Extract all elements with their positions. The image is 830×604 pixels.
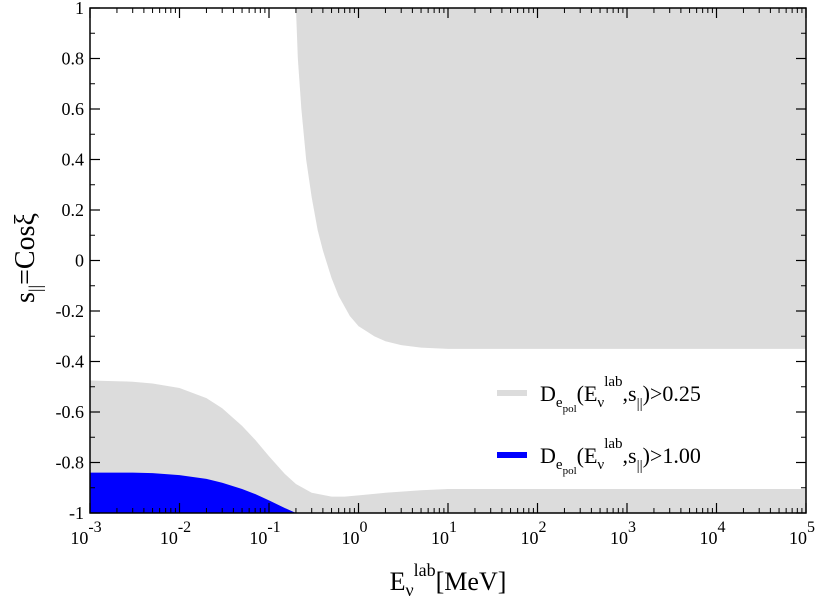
y-tick-label-6: 0.2 bbox=[62, 200, 85, 220]
x-axis-label-sup: lab bbox=[414, 560, 436, 580]
y-axis-ticks: -1 -0.8 -0.6 -0.4 -0.2 0 0.2 0.4 0.6 0.8 1 bbox=[56, 0, 806, 523]
y-tick-label-7: 0.4 bbox=[62, 150, 85, 170]
x-tick-label-4: 101 bbox=[431, 519, 457, 548]
y-axis-label: s||=Cosξ bbox=[10, 213, 45, 303]
x-tick-label-2: 10-1 bbox=[249, 519, 280, 548]
x-tick-label-1: 10-2 bbox=[160, 519, 191, 548]
x-axis-label-sub: ν bbox=[405, 580, 413, 600]
legend: Depol(Eνlab,s||)>0.25 Depol(Eνlab,s||)>1.… bbox=[497, 374, 701, 477]
x-axis-label-main: E bbox=[390, 567, 406, 596]
y-tick-label-9: 0.8 bbox=[62, 49, 85, 69]
series-0-region-upper bbox=[295, 8, 806, 349]
x-tick-label-8: 105 bbox=[789, 519, 815, 548]
y-tick-label-10: 1 bbox=[75, 0, 84, 18]
x-tick-label-6: 103 bbox=[610, 519, 636, 548]
y-axis-label-sub: || bbox=[25, 285, 45, 292]
plot-areas bbox=[90, 8, 806, 513]
legend-label-0: Depol(Eνlab,s||)>0.25 bbox=[540, 374, 701, 415]
legend-label-1: Depol(Eνlab,s||)>1.00 bbox=[540, 436, 701, 477]
y-tick-label-2: -0.6 bbox=[56, 402, 85, 422]
x-tick-label-0: 10-3 bbox=[70, 519, 101, 548]
x-axis-label-unit: [MeV] bbox=[436, 567, 507, 596]
y-axis-label-main: s bbox=[10, 292, 41, 303]
x-tick-label-3: 100 bbox=[342, 519, 368, 548]
y-tick-label-4: -0.2 bbox=[56, 301, 85, 321]
series-0-region-lower bbox=[90, 380, 806, 513]
y-axis-label-rest: =Cosξ bbox=[10, 213, 41, 285]
x-axis-label: Eνlab[MeV] bbox=[390, 560, 507, 600]
y-tick-label-5: 0 bbox=[75, 251, 84, 271]
y-tick-label-0: -1 bbox=[69, 503, 84, 523]
series-1-region-main bbox=[90, 472, 296, 513]
x-tick-label-7: 104 bbox=[700, 519, 726, 548]
y-tick-label-3: -0.4 bbox=[56, 352, 85, 372]
x-tick-label-5: 102 bbox=[521, 519, 547, 548]
x-axis-ticks: 10-3 10-2 10-1 100 101 102 103 104 105 bbox=[70, 8, 815, 548]
y-tick-label-8: 0.6 bbox=[62, 99, 85, 119]
y-tick-label-1: -0.8 bbox=[56, 453, 85, 473]
